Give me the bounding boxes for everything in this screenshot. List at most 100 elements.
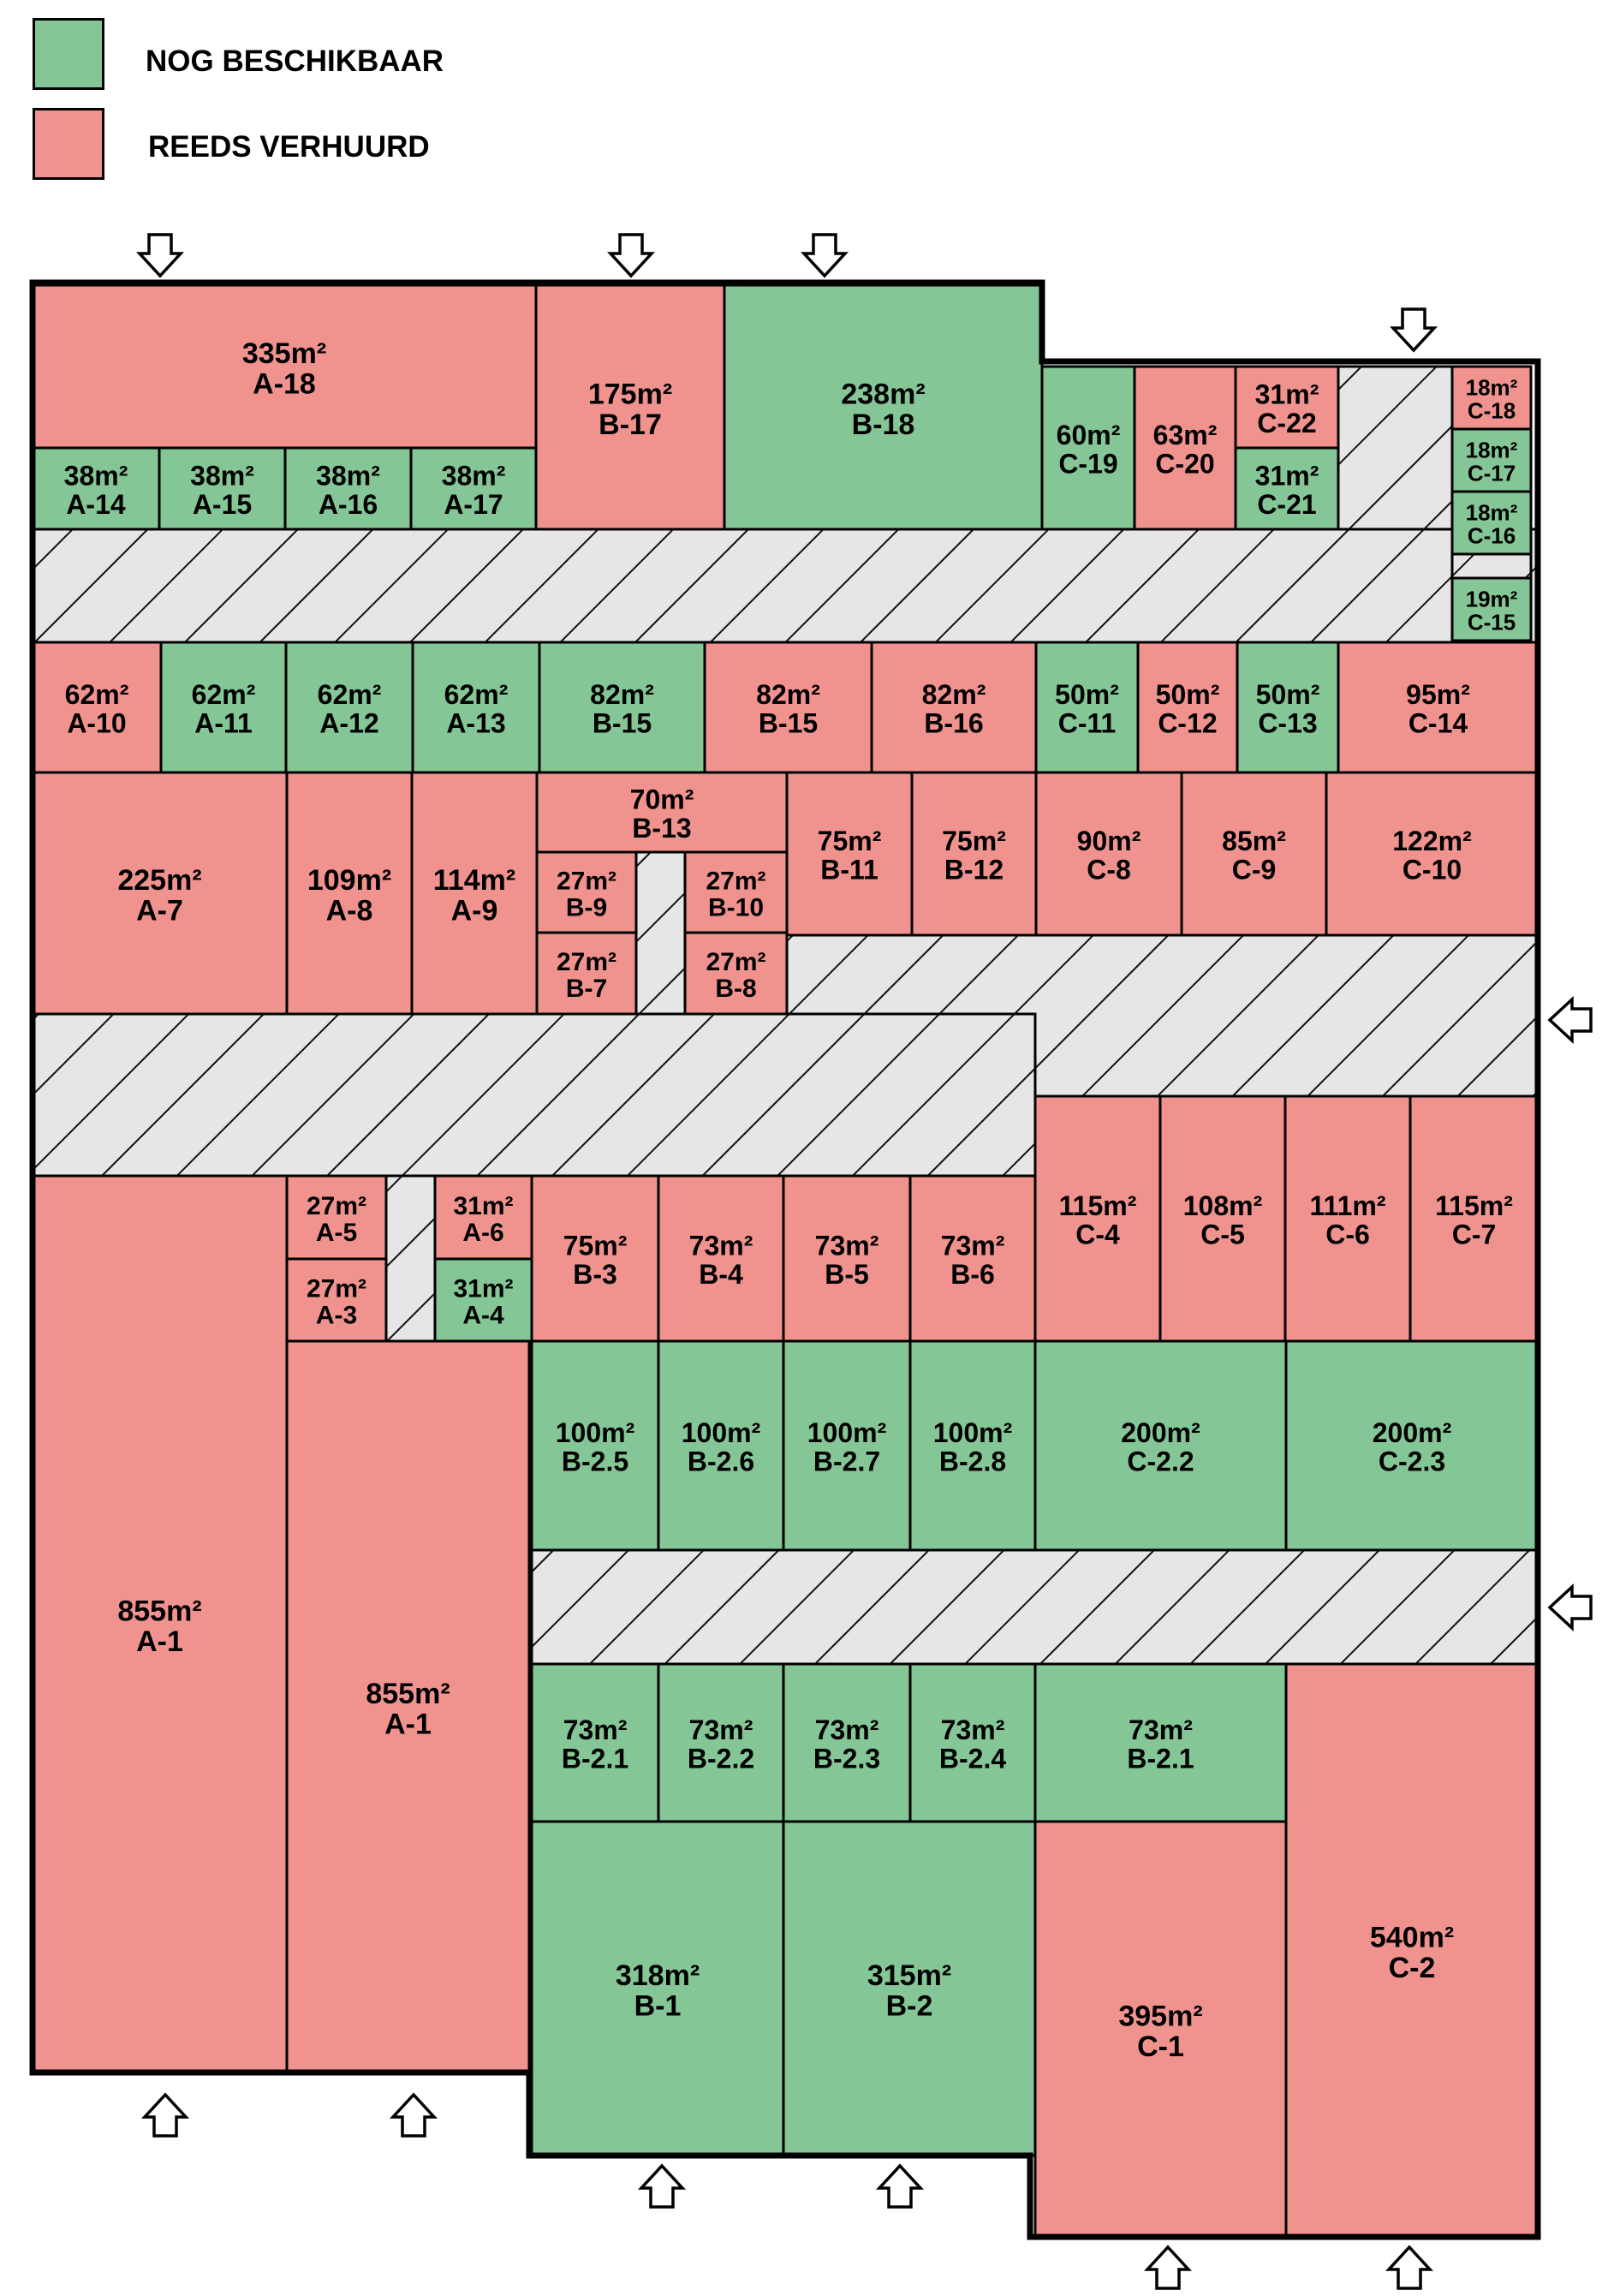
unit-area: 50m² <box>1055 679 1119 710</box>
unit-cell <box>1337 641 1540 774</box>
unit-id: B-2.2 <box>688 1743 754 1774</box>
unit-cell <box>908 1339 1037 1552</box>
unit-id: C-10 <box>1403 854 1462 885</box>
corridor <box>31 528 1540 644</box>
unit-id: A-14 <box>66 489 126 520</box>
unit-cell <box>782 1820 1037 2157</box>
unit-id: A-1 <box>384 1708 432 1740</box>
unit-id: C-15 <box>1468 609 1516 635</box>
building-outline <box>29 279 1541 2240</box>
legend-available-swatch <box>33 18 104 90</box>
unit-cell <box>683 850 789 934</box>
unit-cell <box>410 771 539 1016</box>
entrance-arrow-icon <box>1547 1583 1593 1631</box>
unit-cell <box>1450 365 1533 431</box>
unit-id: A-4 <box>462 1302 504 1330</box>
unit-area: 62m² <box>444 679 509 710</box>
unit-id: A-10 <box>67 707 126 738</box>
unit-id: B-2 <box>886 1989 933 2022</box>
unit-id: B-8 <box>715 975 756 1003</box>
unit-id: A-3 <box>316 1302 357 1330</box>
unit-area: 73m² <box>563 1715 628 1745</box>
corridor <box>31 1012 1037 1178</box>
unit-area: 70m² <box>630 784 694 815</box>
unit-cell <box>535 850 638 934</box>
unit-id: A-17 <box>444 489 503 520</box>
unit-id: B-2.8 <box>939 1446 1006 1476</box>
corridor <box>634 850 687 1016</box>
unit-area: 75m² <box>942 826 1006 856</box>
unit-id: C-1 <box>1137 2031 1184 2063</box>
unit-id: C-14 <box>1408 707 1468 738</box>
unit-id: C-19 <box>1058 448 1117 479</box>
entrance-arrow-icon <box>136 233 184 278</box>
entrance-arrow-icon <box>1547 996 1593 1044</box>
unit-id: A-12 <box>319 707 378 738</box>
unit-area: 100m² <box>556 1417 635 1448</box>
unit-id: C-8 <box>1087 854 1131 885</box>
unit-id: C-20 <box>1155 448 1214 479</box>
corridor <box>384 1174 437 1343</box>
unit-area: 38m² <box>442 461 506 492</box>
unit-cell <box>411 641 541 774</box>
unit-cell <box>1234 446 1340 531</box>
unit-area: 225m² <box>117 864 201 897</box>
unit-area: 18m² <box>1466 499 1518 525</box>
unit-cell <box>1180 771 1328 937</box>
unit-cell <box>31 641 163 774</box>
unit-cell <box>910 771 1038 937</box>
unit-id: C-9 <box>1232 854 1277 885</box>
unit-area: 75m² <box>563 1231 628 1261</box>
unit-area: 19m² <box>1466 586 1518 611</box>
unit-id: B-1 <box>634 1989 682 2022</box>
unit-cell <box>1033 1339 1288 1552</box>
unit-id: C-11 <box>1058 707 1117 738</box>
unit-id: C-7 <box>1452 1219 1497 1249</box>
unit-cell <box>530 1662 660 1823</box>
unit-cell <box>657 1174 785 1343</box>
unit-area: 82m² <box>590 679 654 710</box>
unit-area: 73m² <box>941 1231 1005 1261</box>
unit-area: 31m² <box>453 1274 513 1303</box>
unit-area: 200m² <box>1373 1417 1452 1448</box>
unit-cell <box>1040 365 1136 531</box>
unit-id: B-2.3 <box>813 1743 880 1774</box>
unit-cell <box>285 771 414 1016</box>
entrance-arrow-icon <box>638 2163 686 2209</box>
unit-area: 27m² <box>706 948 765 976</box>
entrance-arrow-icon <box>1390 307 1438 353</box>
unit-cell <box>1450 576 1533 642</box>
unit-area: 62m² <box>65 679 129 710</box>
unit-cell <box>723 283 1044 531</box>
unit-area: 50m² <box>1156 679 1220 710</box>
unit-cell <box>1033 1820 1288 2239</box>
unit-area: 73m² <box>689 1231 753 1261</box>
unit-id: B-12 <box>944 854 1004 885</box>
